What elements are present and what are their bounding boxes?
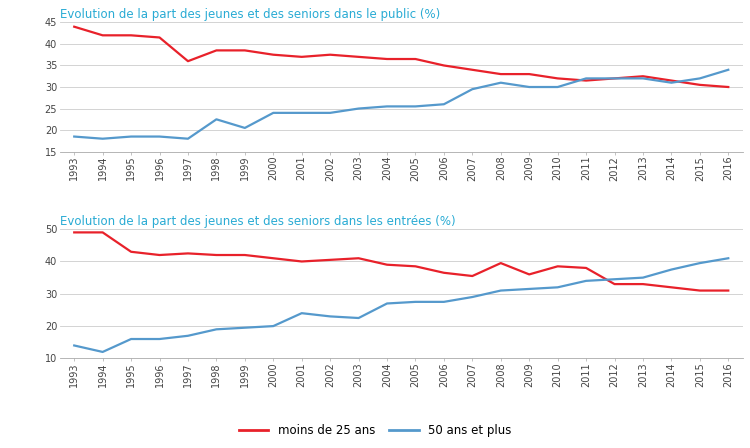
Legend: moins de 25 ans, 50 ans et plus: moins de 25 ans, 50 ans et plus xyxy=(234,420,516,442)
Text: Evolution de la part des jeunes et des seniors dans le public (%): Evolution de la part des jeunes et des s… xyxy=(60,8,440,21)
Text: Evolution de la part des jeunes et des seniors dans les entrées (%): Evolution de la part des jeunes et des s… xyxy=(60,215,455,228)
